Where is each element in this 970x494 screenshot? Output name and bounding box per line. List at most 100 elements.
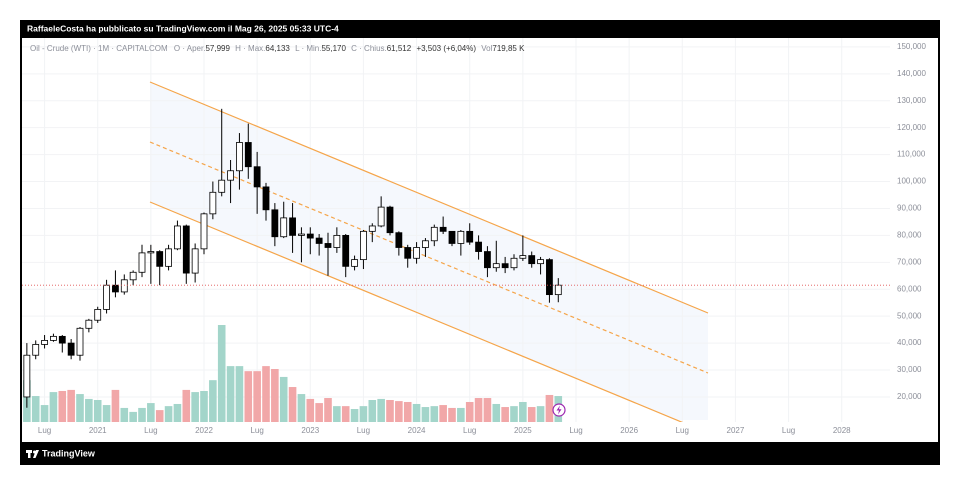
- candle-body: [147, 251, 155, 254]
- x-tick-label: 2028: [833, 426, 851, 435]
- candle-body: [262, 186, 270, 211]
- volume-bar: [120, 407, 129, 422]
- candle-body: [191, 248, 199, 274]
- volume-bar: [173, 403, 182, 422]
- volume-bar: [430, 406, 439, 422]
- legend-symbol: Oil - Crude (WTI) · 1M · CAPITALCOM: [30, 44, 168, 53]
- x-tick-label: Lug: [463, 426, 476, 435]
- volume-bar: [510, 406, 518, 422]
- volume-bar: [200, 390, 208, 422]
- channel-upper: [149, 81, 709, 314]
- candle-body: [546, 259, 553, 296]
- volume-bar: [421, 407, 430, 422]
- volume-bar: [377, 398, 385, 422]
- volume-bar: [350, 409, 359, 422]
- candle-body: [227, 170, 234, 181]
- candle-body: [32, 344, 40, 356]
- volume-bar: [49, 392, 58, 422]
- alert-icon[interactable]: [552, 403, 566, 417]
- header: RaffaeleCosta ha pubblicato su TradingVi…: [27, 23, 339, 33]
- volume-bar: [226, 366, 235, 422]
- volume-bar: [359, 406, 368, 422]
- legend-label: O · Aper.: [174, 44, 206, 53]
- volume-bar: [164, 406, 173, 422]
- brand: TradingView: [42, 448, 96, 458]
- volume-bar: [67, 389, 75, 422]
- volume-bar: [129, 411, 137, 422]
- legend-label: H · Max.: [235, 44, 265, 53]
- candle-body: [103, 284, 110, 310]
- candle-body: [138, 252, 146, 273]
- candle-body: [182, 225, 190, 274]
- volume-bar: [209, 380, 217, 422]
- candle-body: [395, 232, 403, 248]
- candle-body: [174, 225, 181, 250]
- volume-bar: [138, 407, 146, 422]
- volume-bar: [111, 389, 120, 422]
- legend-label: C · Chius.: [351, 44, 387, 53]
- candle-body: [280, 217, 288, 238]
- volume-bar: [386, 400, 394, 422]
- candle-body: [306, 233, 314, 239]
- volume-bar: [191, 392, 199, 422]
- x-tick-label: 2025: [514, 426, 532, 435]
- legend-value: 64,133: [265, 44, 290, 53]
- volume-bar: [395, 401, 403, 422]
- volume-bar: [31, 396, 40, 422]
- candle-body: [23, 354, 31, 398]
- volume-bar: [483, 398, 492, 422]
- x-tick-label: Lug: [782, 426, 795, 435]
- x-tick-label: Lug: [144, 426, 157, 435]
- volume-bar: [536, 406, 545, 422]
- candle-body: [165, 248, 172, 267]
- volume-bar: [182, 389, 191, 422]
- candle-body: [324, 243, 332, 248]
- volume-bar: [102, 405, 111, 422]
- x-tick-label: Lug: [569, 426, 582, 435]
- candle-body: [94, 309, 102, 321]
- y-tick-label: 140,000: [897, 69, 926, 78]
- volume-bar: [448, 407, 456, 422]
- candle-body: [112, 284, 119, 293]
- volume-bar: [333, 406, 341, 422]
- legend-label: L · Min.: [295, 44, 321, 53]
- candle-body: [67, 342, 75, 356]
- candle-body: [298, 233, 305, 236]
- candle-body: [413, 247, 420, 259]
- volume-bar: [501, 407, 509, 422]
- candle-body: [448, 230, 456, 244]
- candle-body: [475, 241, 482, 252]
- legend-change: +3,503 (+6,04%): [416, 44, 476, 53]
- candle-body: [430, 226, 438, 242]
- x-tick-label: Lug: [38, 426, 51, 435]
- volume-bar: [244, 371, 253, 422]
- volume-bar: [85, 398, 93, 422]
- candle-body: [351, 259, 358, 267]
- y-tick-label: 130,000: [897, 96, 926, 105]
- candle-body: [50, 335, 57, 341]
- channel-fill: [150, 82, 708, 420]
- volume-bar: [341, 406, 350, 422]
- volume-bar: [235, 366, 244, 422]
- candle-body: [466, 230, 474, 243]
- x-tick-label: Lug: [250, 426, 263, 435]
- candle-body: [289, 217, 296, 236]
- volume-bar: [403, 401, 412, 422]
- y-tick-label: 120,000: [897, 123, 926, 132]
- volume-bar: [315, 403, 323, 422]
- candle-body: [120, 279, 128, 293]
- volume-bar: [545, 394, 554, 422]
- x-tick-label: 2022: [195, 426, 213, 435]
- volume-bar: [262, 366, 270, 422]
- volume-bar: [439, 405, 447, 422]
- candle-body: [510, 257, 518, 269]
- x-tick-label: 2024: [408, 426, 426, 435]
- legend-value: 719,85 K: [492, 44, 525, 53]
- candle-body: [236, 142, 243, 172]
- candle-body: [422, 240, 429, 248]
- volume-bar: [76, 394, 84, 422]
- candle-body: [439, 226, 447, 232]
- x-tick-label: Lug: [357, 426, 370, 435]
- candle-body: [253, 166, 261, 188]
- y-tick-label: 70,000: [897, 257, 922, 266]
